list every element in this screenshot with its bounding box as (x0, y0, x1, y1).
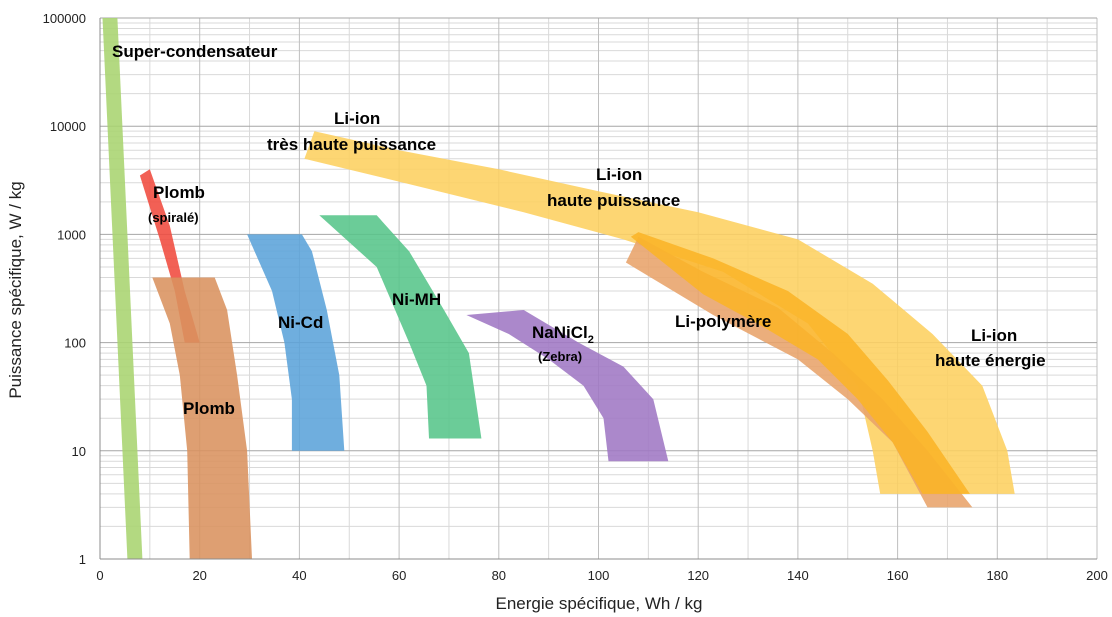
region-7 (625, 236, 973, 508)
region-4 (319, 215, 482, 439)
label-plomb: Plomb (183, 399, 235, 418)
label-li-ion-haute-energie-2: haute énergie (935, 351, 1046, 370)
x-tick-label: 60 (392, 568, 406, 583)
label-li-ion-tres-haute-puissance-2: très haute puissance (267, 135, 436, 154)
y-tick-label: 10000 (50, 119, 86, 134)
x-tick-label: 140 (787, 568, 809, 583)
label-plomb-spirale-sub: (spiralé) (148, 210, 199, 225)
region-8 (630, 232, 970, 494)
y-tick-label: 10 (72, 444, 86, 459)
tick-labels: 0 20 40 60 80 100 120 140 160 180 200 1 10 100 1000 100… (43, 11, 1108, 583)
x-tick-label: 200 (1086, 568, 1108, 583)
y-tick-label: 1000 (57, 227, 86, 242)
label-ni-cd: Ni-Cd (278, 313, 323, 332)
data-regions (102, 18, 1015, 559)
region-0 (102, 18, 143, 559)
label-plomb-spirale: Plomb (153, 183, 205, 202)
x-tick-label: 0 (96, 568, 103, 583)
x-tick-label: 100 (588, 568, 610, 583)
y-tick-label: 100000 (43, 11, 86, 26)
label-super-condensateur: Super-condensateur (112, 42, 278, 61)
y-tick-label: 1 (79, 552, 86, 567)
region-5 (466, 310, 669, 462)
label-li-ion-haute-puissance-1: Li-ion (596, 165, 642, 184)
x-tick-label: 160 (887, 568, 909, 583)
axes (99, 18, 1097, 560)
x-tick-label: 80 (492, 568, 506, 583)
x-tick-label: 180 (986, 568, 1008, 583)
x-axis-title: Energie spécifique, Wh / kg (496, 594, 703, 613)
label-zebra: (Zebra) (538, 349, 582, 364)
x-tick-label: 40 (292, 568, 306, 583)
label-ni-mh: Ni-MH (392, 290, 441, 309)
region-3 (247, 234, 345, 451)
y-tick-label: 100 (64, 336, 86, 351)
label-li-ion-tres-haute-puissance-1: Li-ion (334, 109, 380, 128)
region-labels: Super-condensateur Plomb (spiralé) Plomb… (112, 42, 1046, 418)
label-nanicl2-main: NaNiCl (532, 323, 588, 342)
label-nanicl2: NaNiCl2 (532, 323, 594, 346)
label-li-polymere: Li-polymère (675, 312, 771, 331)
label-nanicl2-subscript: 2 (588, 334, 594, 346)
region-2 (152, 277, 252, 559)
x-tick-label: 20 (192, 568, 206, 583)
label-li-ion-haute-puissance-2: haute puissance (547, 191, 680, 210)
x-tick-label: 120 (687, 568, 709, 583)
y-axis-title: Puissance spécifique, W / kg (6, 181, 25, 398)
label-li-ion-haute-energie-1: Li-ion (971, 326, 1017, 345)
